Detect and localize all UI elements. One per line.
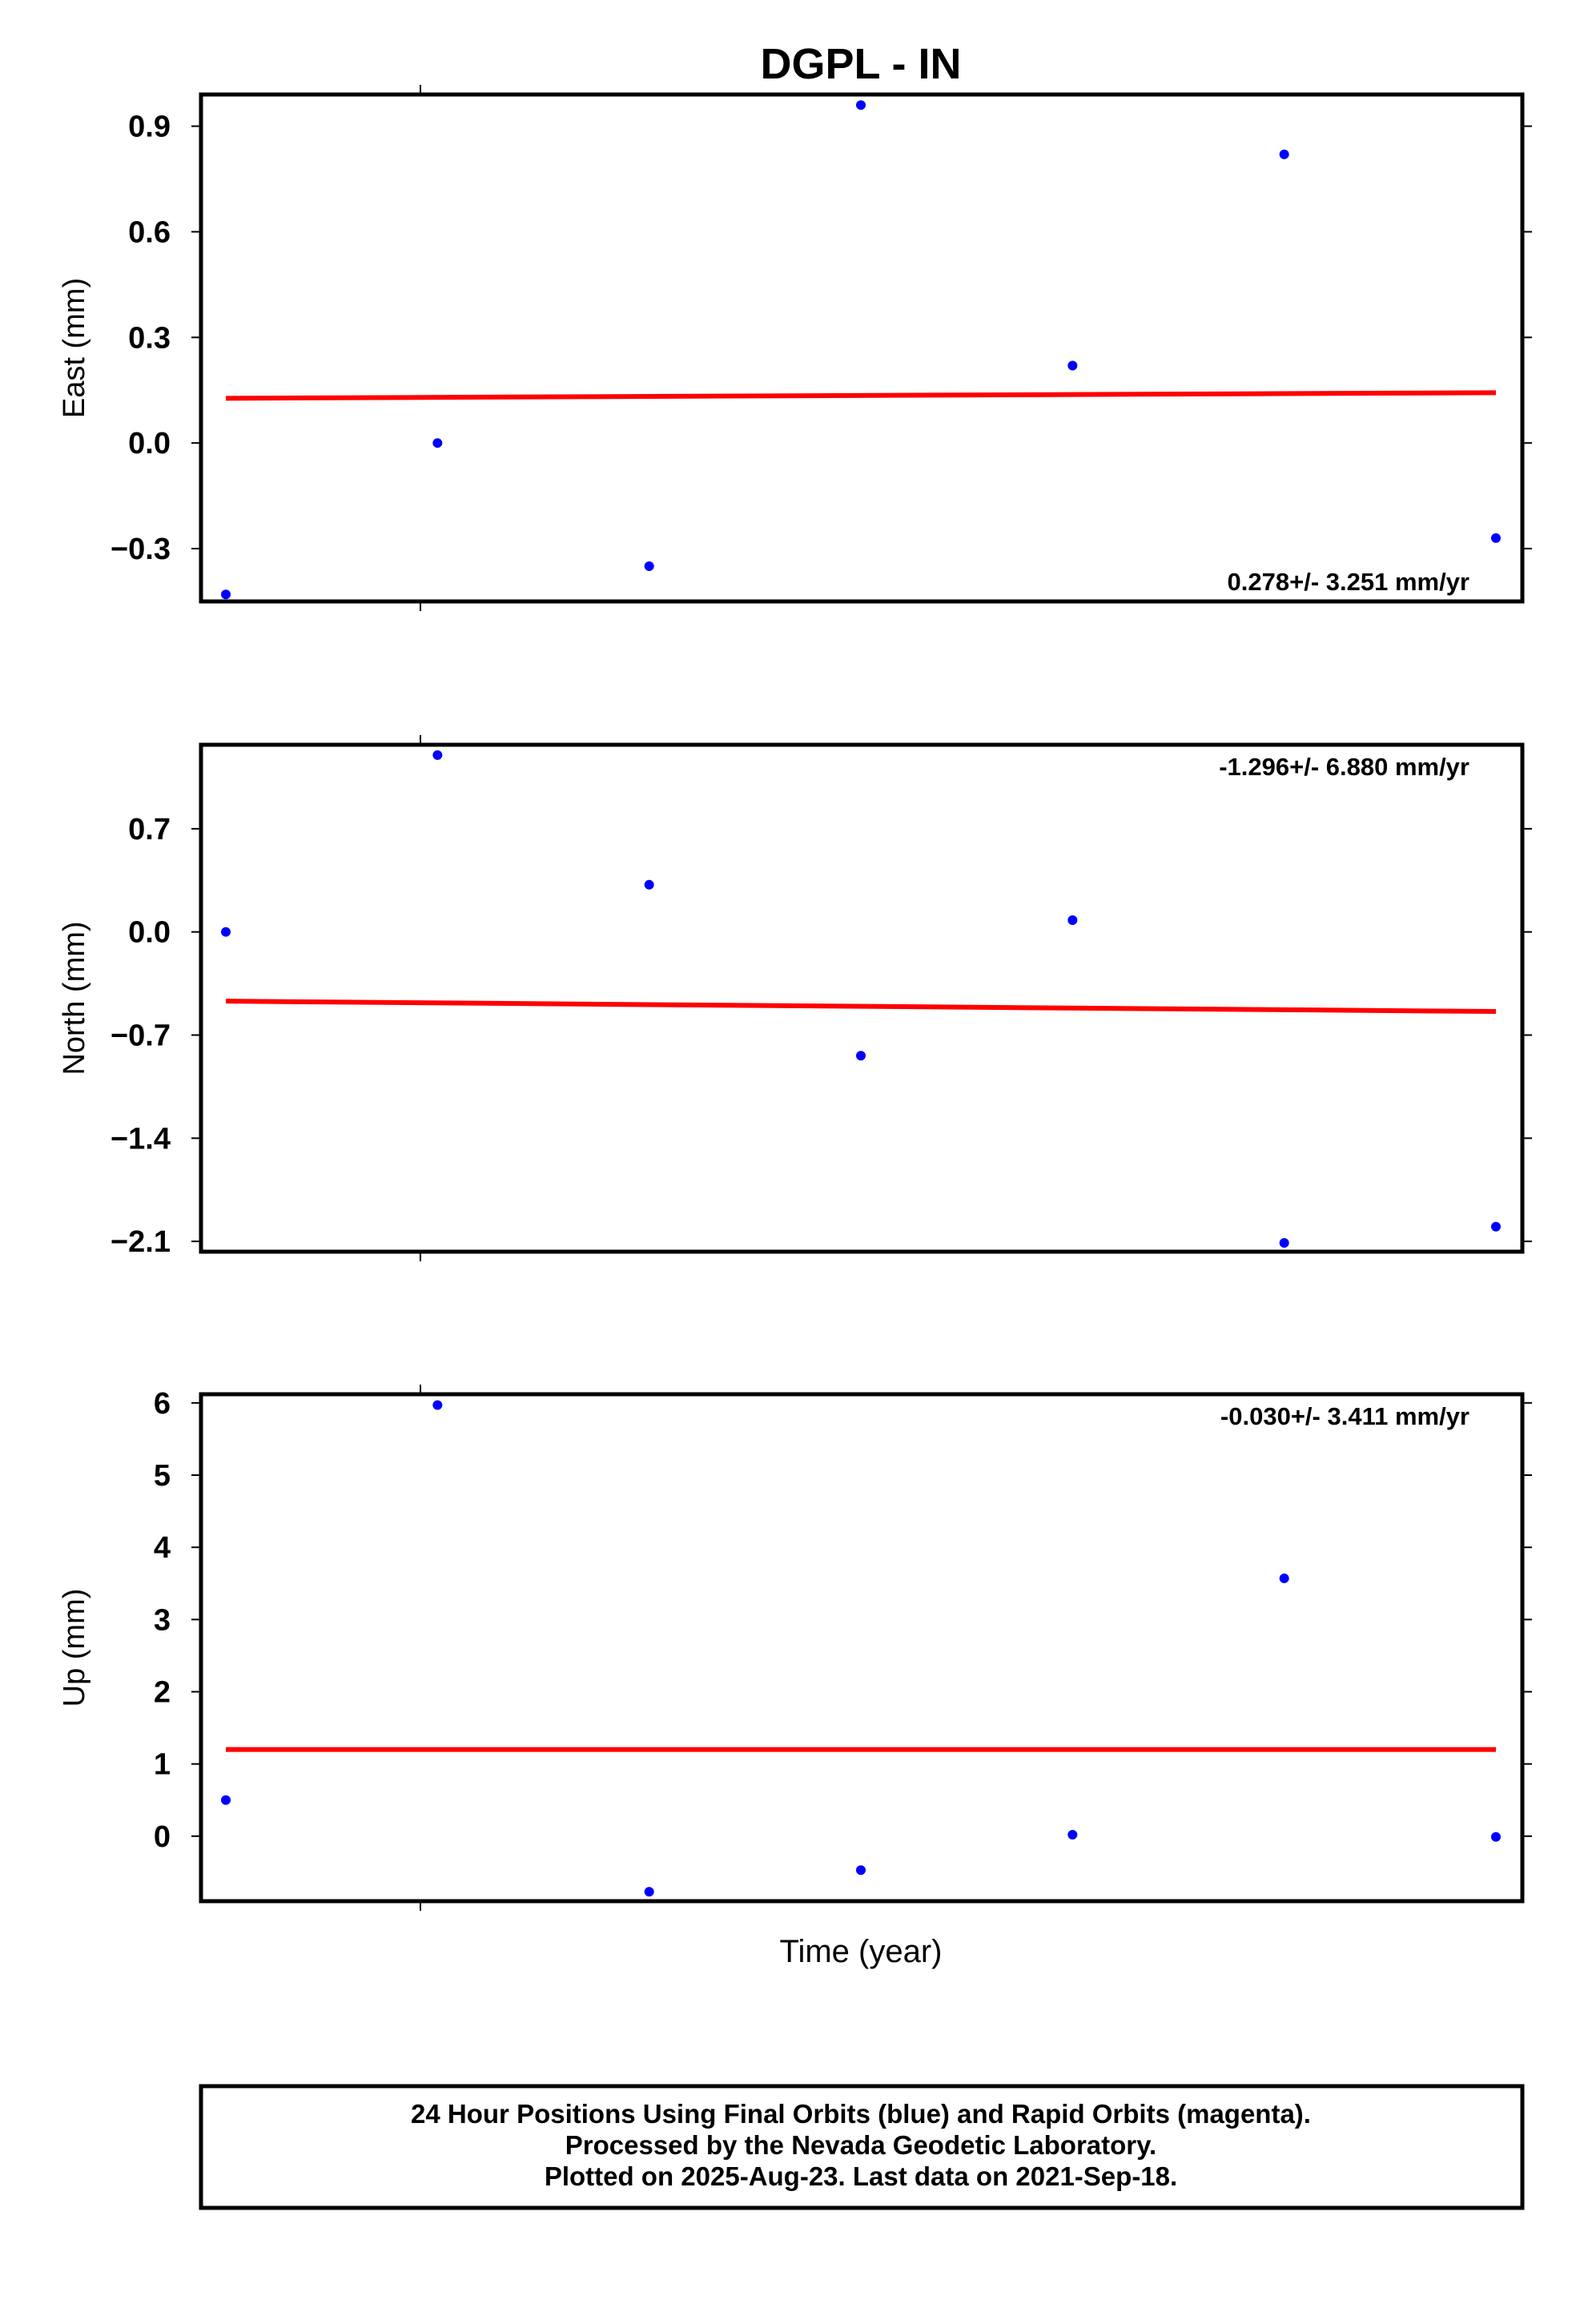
panel-north: −2.1 −1.4 −0.7 0.0 0.7 North (mm) -1.296+/- 6.… (58, 735, 1532, 1261)
east-data-point (221, 589, 231, 600)
footer-frame (199, 2084, 1525, 2210)
north-ytick-label: 0.0 (128, 916, 171, 950)
up-ytick-label: 5 (154, 1459, 171, 1493)
up-ytick-label: 3 (154, 1603, 171, 1637)
north-data-point (1279, 1237, 1289, 1248)
up-data-point (221, 1795, 231, 1805)
up-y-axis-label: Up (mm) (58, 1589, 91, 1707)
east-frame (199, 92, 1525, 604)
east-data-point (1279, 149, 1289, 159)
east-trend-line (225, 390, 1497, 401)
up-ytick-label: 0 (154, 1820, 171, 1854)
north-ytick-label: −2.1 (111, 1225, 171, 1259)
footer-line-3: Plotted on 2025-Aug-23. Last data on 202… (545, 2161, 1177, 2191)
up-rate-label: -0.030+/- 3.411 mm/yr (1220, 1402, 1469, 1430)
up-ytick-label: 1 (154, 1748, 171, 1782)
up-ytick-label: 2 (154, 1676, 171, 1710)
east-data-point (1067, 360, 1078, 371)
east-ytick-label: 0.6 (128, 215, 171, 249)
footer-box: 24 Hour Positions Using Final Orbits (bl… (199, 2084, 1525, 2210)
up-data-point (1067, 1830, 1078, 1840)
east-data-point (856, 100, 866, 111)
up-frame (199, 1392, 1525, 1904)
east-data-point (1491, 533, 1501, 543)
up-data-point (1279, 1573, 1289, 1583)
north-data-point (1067, 915, 1078, 925)
footer-line-1: 24 Hour Positions Using Final Orbits (bl… (411, 2099, 1311, 2129)
chart-title: DGPL - IN (760, 40, 961, 88)
panel-east: −0.3 0.0 0.3 0.6 0.9 East (mm) 0.278+/- 3.251 … (58, 85, 1532, 611)
north-y-axis-label: North (mm) (58, 921, 91, 1075)
north-ytick-label: 0.7 (128, 813, 171, 846)
panel-up: 0 1 2 3 4 5 6 Up (mm) -0.030+/- 3.411 mm/yr (58, 1385, 1532, 1911)
north-data-point (221, 927, 231, 937)
north-data-point (856, 1051, 866, 1061)
north-rate-label: -1.296+/- 6.880 mm/yr (1219, 753, 1469, 781)
east-ytick-label: 0.3 (128, 321, 171, 355)
north-frame (199, 742, 1525, 1254)
up-data-point (644, 1887, 654, 1897)
north-ytick-label: −1.4 (111, 1122, 171, 1156)
east-data-point (432, 438, 443, 448)
up-ytick-label: 6 (154, 1387, 171, 1421)
east-y-axis-label: East (mm) (58, 278, 91, 418)
footer-line-2: Processed by the Nevada Geodetic Laborat… (565, 2130, 1156, 2160)
east-ytick-label: 0.9 (128, 111, 171, 144)
up-data-point (856, 1865, 866, 1876)
up-data-point (1491, 1831, 1501, 1842)
x-axis-label: Time (year) (780, 1934, 943, 1969)
north-trend-line (225, 999, 1497, 1015)
north-ytick-label: −0.7 (111, 1019, 171, 1053)
east-rate-label: 0.278+/- 3.251 mm/yr (1228, 568, 1469, 596)
east-ytick-label: 0.0 (128, 427, 171, 460)
north-data-point (432, 750, 443, 760)
north-data-point (644, 879, 654, 890)
east-data-point (644, 561, 654, 572)
up-ytick-label: 4 (154, 1531, 171, 1565)
north-data-point (1491, 1221, 1501, 1232)
east-ytick-label: −0.3 (111, 533, 171, 566)
up-data-point (432, 1400, 443, 1410)
